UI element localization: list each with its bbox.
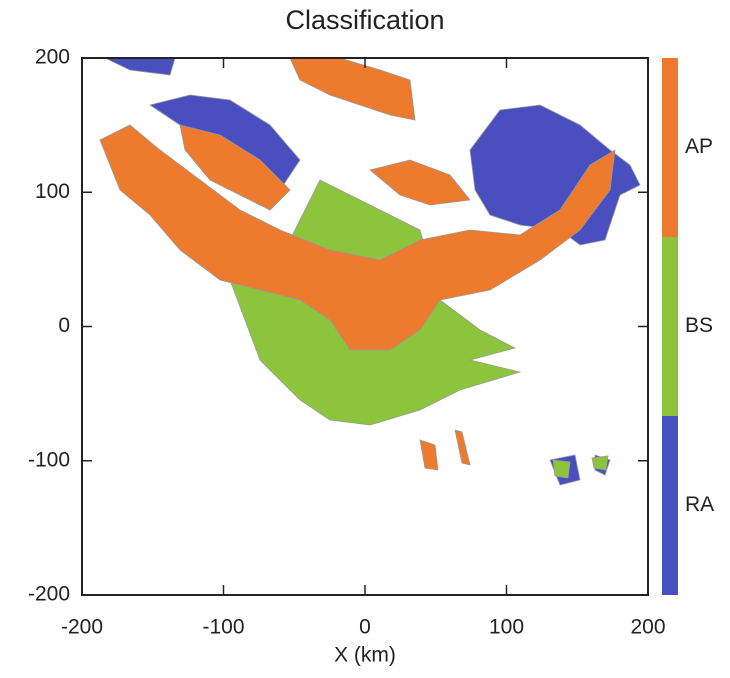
x-tick-label: 200 bbox=[630, 616, 665, 639]
y-tick-label: 0 bbox=[58, 314, 70, 337]
colorbar-segment bbox=[662, 58, 678, 237]
echo-blobs bbox=[99, 57, 641, 486]
chart-title: Classification bbox=[285, 5, 444, 35]
ap-blob bbox=[99, 124, 616, 351]
ra-blob bbox=[469, 104, 641, 246]
ap-blob bbox=[369, 159, 471, 206]
colorbar-label: AP bbox=[685, 135, 713, 158]
ap-blob bbox=[419, 429, 471, 471]
bs-blob bbox=[552, 455, 609, 479]
colorbar-segment bbox=[662, 237, 678, 416]
x-axis-label: X (km) bbox=[334, 644, 396, 667]
x-tick-label: 0 bbox=[359, 616, 371, 639]
y-tick-label: -200 bbox=[28, 583, 70, 606]
ra-blob bbox=[104, 57, 176, 76]
x-tick-label: -200 bbox=[61, 616, 103, 639]
x-tick-label: -100 bbox=[202, 616, 244, 639]
y-tick-label: 200 bbox=[35, 46, 70, 69]
ap-blob bbox=[289, 57, 416, 121]
ap-blob bbox=[179, 124, 291, 211]
colorbar-segment bbox=[662, 416, 678, 595]
colorbar-label: RA bbox=[685, 493, 714, 516]
y-tick-label: -100 bbox=[28, 448, 70, 471]
y-tick-label: 100 bbox=[35, 180, 70, 203]
x-tick-label: 100 bbox=[489, 616, 524, 639]
colorbar-label: BS bbox=[685, 314, 713, 337]
